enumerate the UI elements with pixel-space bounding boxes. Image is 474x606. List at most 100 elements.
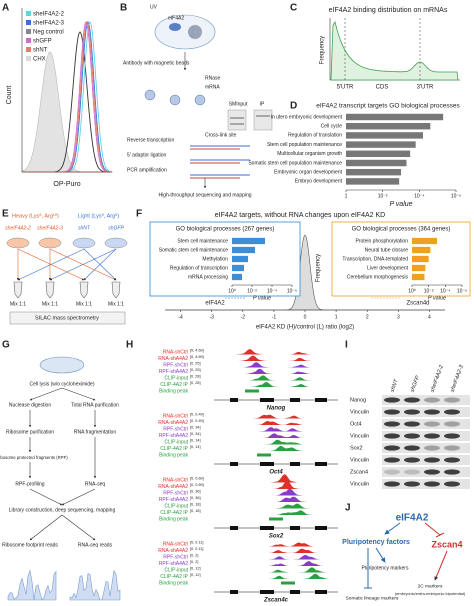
- annotation: eIF4A2: [205, 301, 225, 307]
- bar: [346, 150, 411, 158]
- axis-label: P value: [253, 295, 271, 301]
- tick-label: -3: [209, 314, 214, 320]
- exon: [260, 398, 274, 402]
- bead: [194, 94, 206, 106]
- coverage: [214, 510, 338, 515]
- exon: [315, 462, 327, 466]
- legend-entry: shNT: [33, 48, 48, 54]
- exon: [315, 526, 327, 530]
- tube: [79, 281, 89, 299]
- tube: [45, 281, 55, 299]
- band: [404, 481, 420, 487]
- cell: [154, 14, 216, 50]
- bar: [346, 178, 400, 185]
- bar: [346, 141, 416, 148]
- panel-label: I: [345, 340, 348, 351]
- legend-swatch: [26, 38, 31, 43]
- line: [434, 550, 448, 581]
- coverage: [214, 503, 338, 509]
- band: [424, 469, 440, 475]
- exon: [260, 590, 274, 594]
- step-label: SMInput: [229, 101, 248, 107]
- track-range: [0, 25]: [190, 368, 201, 372]
- track-label: CLIP-4A2 IP: [160, 382, 188, 388]
- exon: [260, 526, 274, 530]
- band: [444, 457, 460, 463]
- coverage: [214, 382, 338, 387]
- track-label: CLIP-input: [164, 503, 188, 509]
- band: [424, 445, 440, 451]
- coverage: [214, 414, 338, 419]
- category-label: Multicellular organism growth: [277, 151, 342, 157]
- track-label: RNA-shCtrl: [163, 349, 188, 355]
- tick-label: 10⁻⁶: [451, 193, 461, 199]
- coverage: [214, 567, 338, 573]
- panel-label: G: [2, 340, 10, 351]
- step-label: Cell lysis (w/o cycloheximide): [29, 381, 94, 387]
- tick-label: 4: [428, 314, 431, 320]
- read-profile: [69, 569, 121, 601]
- binding-peak: [257, 453, 271, 457]
- band: [384, 445, 400, 451]
- bar: [412, 246, 431, 254]
- category-label: Cell cycle: [321, 124, 343, 130]
- bar: [346, 159, 407, 167]
- track-label: RNA-shA4A2: [158, 420, 188, 426]
- track-range: [0, 28]: [190, 381, 201, 385]
- line: [29, 488, 63, 506]
- category-label: Liver development: [367, 265, 408, 271]
- exon: [260, 462, 274, 466]
- track-label: RPF-shA4A2: [159, 497, 188, 503]
- track-range: [0, 25]: [190, 362, 201, 366]
- track-label: Binding peak: [159, 580, 188, 586]
- panel-label: C: [290, 3, 297, 14]
- axis-label: Frequency: [316, 254, 322, 282]
- coverage: [214, 548, 338, 553]
- tube: [13, 281, 23, 299]
- node: 2C markers: [418, 583, 443, 589]
- tick-label: 10⁻⁴: [414, 193, 424, 199]
- annotation: Zscan4d: [406, 301, 429, 307]
- coverage: [214, 375, 338, 381]
- step-label: RNase: [205, 75, 221, 81]
- axis-label: P value: [428, 295, 446, 301]
- band: [384, 421, 400, 427]
- bar: [232, 264, 244, 272]
- dish: [6, 237, 30, 249]
- coverage: [214, 573, 338, 579]
- track-range: [0, 0.69]: [190, 483, 204, 487]
- tick-label: 10⁰: [408, 288, 416, 294]
- track-range: [0, 34]: [190, 432, 201, 436]
- category-label: Stem cell maintenance: [177, 238, 228, 244]
- step-label: Ribosome footprint reads: [2, 542, 58, 548]
- gene-name: Zscan4c: [263, 598, 289, 604]
- axis-label: Count: [6, 86, 13, 105]
- tick-label: -1: [272, 314, 277, 320]
- node: Somatic lineage markers: [346, 595, 399, 601]
- step-label: Reverse transcription: [127, 137, 174, 143]
- condition: Heavy (Lys⁸, Arg¹⁰): [12, 212, 59, 219]
- track-range: [0, 36]: [190, 490, 201, 494]
- mix-label: Mix 1:1: [76, 301, 92, 307]
- lane-label: sheIF4A2-3: [450, 364, 466, 394]
- legend-entry: Neg control: [33, 30, 64, 36]
- track-range: [0, 14]: [190, 439, 201, 443]
- track-label: RNA-shA4A2: [158, 356, 188, 362]
- line: [375, 547, 386, 563]
- coverage: [214, 433, 338, 438]
- bead: [144, 89, 156, 101]
- band: [384, 457, 400, 463]
- dish: [39, 356, 85, 374]
- blot-label: Sox2: [350, 445, 363, 451]
- node: Pluripotency factors: [342, 539, 410, 546]
- band: [404, 397, 420, 403]
- category-label: Somatic stem cell population maintenance: [248, 160, 342, 166]
- dish: [104, 237, 128, 249]
- track-range: [0, 12]: [190, 567, 201, 571]
- sample: sheIF4A2-3: [37, 225, 63, 231]
- bar: [412, 237, 437, 245]
- band: [424, 409, 440, 415]
- gene-name: Sox2: [269, 534, 284, 540]
- track-label: CLIP-input: [164, 439, 188, 445]
